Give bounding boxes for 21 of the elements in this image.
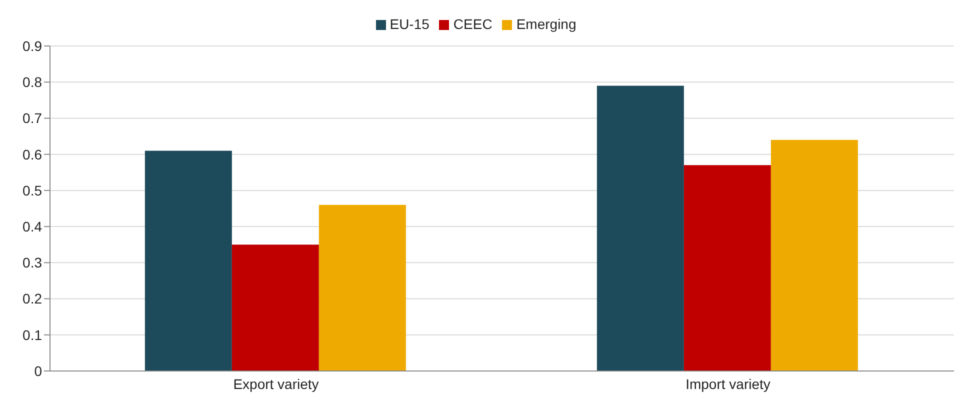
legend-label: EU-15	[390, 16, 430, 32]
y-tick-label: 0.4	[22, 218, 42, 235]
y-tick-label: 0.7	[22, 110, 42, 126]
legend-label: CEEC	[453, 16, 492, 32]
bar	[770, 140, 858, 371]
y-tick-label: 0	[34, 362, 42, 379]
y-tick-label: 0.1	[22, 326, 42, 343]
y-tick-label: 0.5	[22, 182, 42, 198]
y-tick-label: 0.9	[22, 38, 42, 54]
y-tick-label: 0.6	[22, 146, 42, 162]
bar	[318, 204, 406, 371]
y-tick-label: 0.3	[22, 254, 42, 271]
bar	[684, 165, 771, 371]
legend-label: Emerging	[516, 16, 576, 32]
bar	[144, 150, 232, 371]
x-tick-label: Import variety	[686, 376, 770, 392]
bar	[596, 86, 684, 371]
y-tick-label: 0.8	[22, 74, 42, 90]
x-tick-label: Export variety	[233, 376, 319, 392]
y-tick-label: 0.2	[22, 290, 42, 307]
bar	[232, 244, 319, 371]
